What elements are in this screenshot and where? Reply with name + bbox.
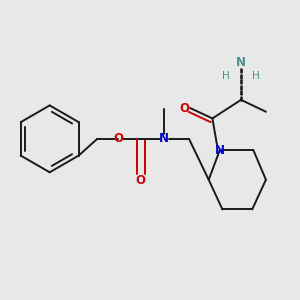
Text: N: N — [236, 56, 246, 69]
Text: N: N — [159, 132, 169, 146]
Text: H: H — [252, 71, 260, 81]
Text: O: O — [136, 174, 146, 187]
Text: O: O — [180, 101, 190, 115]
Text: O: O — [113, 132, 123, 146]
Text: H: H — [222, 71, 230, 81]
Text: N: N — [215, 143, 225, 157]
